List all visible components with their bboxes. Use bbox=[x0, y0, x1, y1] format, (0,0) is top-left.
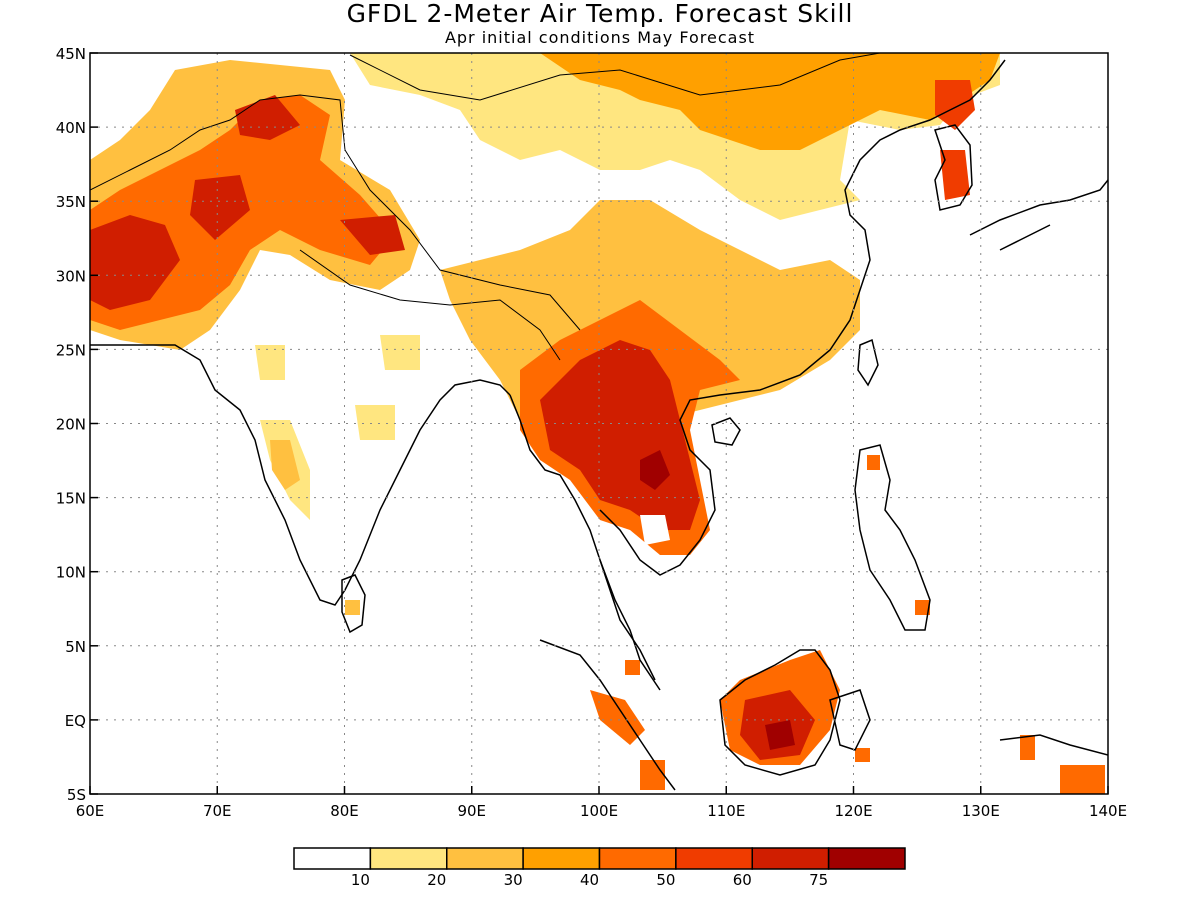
colorbar-label: 20 bbox=[427, 871, 446, 889]
coastline-korea bbox=[934, 124, 973, 211]
lon-tick-label: 140E bbox=[1089, 802, 1127, 820]
colorbar-swatch bbox=[522, 847, 601, 870]
latitude-axis: 45N 40N 35N 30N 25N 20N 15N 10N 5N EQ 5S bbox=[56, 45, 98, 804]
colorbar-label: 60 bbox=[733, 871, 752, 889]
colorbar-swatch bbox=[293, 847, 372, 870]
colorbar: 10 20 30 40 50 60 75 bbox=[293, 847, 906, 889]
colorbar-swatch bbox=[446, 847, 524, 870]
skill-region-north-china-mid bbox=[540, 53, 1000, 150]
skill-region-india bbox=[255, 335, 420, 520]
skill-region-east-islands bbox=[855, 455, 1105, 794]
coastline-borneo bbox=[719, 649, 841, 776]
skill-shading bbox=[90, 53, 1105, 794]
coastlines bbox=[90, 53, 1108, 791]
colorbar-label: 50 bbox=[656, 871, 675, 889]
colorbar-label: 10 bbox=[351, 871, 370, 889]
coastline-philippines bbox=[854, 444, 931, 631]
coastline-newguinea bbox=[999, 734, 1108, 756]
colorbar-label: 40 bbox=[580, 871, 599, 889]
lat-tick-label: 25N bbox=[56, 341, 86, 359]
colorbar-swatch bbox=[751, 847, 830, 870]
lon-tick-label: 80E bbox=[330, 802, 359, 820]
map-title: GFDL 2-Meter Air Temp. Forecast Skill bbox=[346, 0, 854, 28]
lat-tick-label: 35N bbox=[56, 193, 86, 211]
coastline-india bbox=[90, 344, 511, 606]
skill-region-indochina-gap bbox=[640, 515, 670, 545]
lon-tick-label: 130E bbox=[962, 802, 1000, 820]
lon-tick-label: 100E bbox=[580, 802, 618, 820]
lat-tick-label: 10N bbox=[56, 564, 86, 582]
graticule bbox=[90, 53, 1108, 794]
coastline-bay-bengal-east bbox=[509, 394, 656, 681]
colorbar-swatch bbox=[827, 847, 906, 870]
border-central-asia bbox=[90, 94, 581, 331]
coastline-sulawesi bbox=[829, 689, 871, 751]
coastline-hainan bbox=[711, 417, 741, 446]
lat-tick-label: 15N bbox=[56, 490, 86, 508]
skill-region-sumatra bbox=[590, 660, 665, 790]
lon-tick-label: 110E bbox=[707, 802, 745, 820]
map-subtitle: Apr initial conditions May Forecast bbox=[444, 28, 756, 47]
colorbar-swatch bbox=[369, 847, 448, 870]
skill-region-borneo-peak bbox=[765, 720, 795, 750]
skill-region-west-asia-core bbox=[90, 95, 405, 310]
lon-tick-label: 70E bbox=[203, 802, 232, 820]
border-mongolia bbox=[349, 53, 881, 101]
lon-tick-label: 60E bbox=[76, 802, 105, 820]
coastline-malay-sumatra bbox=[539, 559, 676, 791]
lat-tick-label: 20N bbox=[56, 416, 86, 434]
lat-tick-label: 30N bbox=[56, 267, 86, 285]
colorbar-label: 75 bbox=[809, 871, 828, 889]
lat-tick-label: 45N bbox=[56, 45, 86, 63]
border-tibet bbox=[299, 249, 561, 361]
colorbar-label: 30 bbox=[504, 871, 523, 889]
lat-tick-label: 5N bbox=[65, 638, 86, 656]
skill-region-korea bbox=[935, 80, 975, 200]
lat-tick-label: EQ bbox=[65, 712, 86, 730]
longitude-axis: 60E 70E 80E 90E 100E 110E 120E 130E 140E bbox=[76, 786, 1127, 820]
coastline-srilanka bbox=[341, 574, 366, 634]
lon-tick-label: 90E bbox=[457, 802, 486, 820]
coastline-indochina bbox=[599, 59, 1006, 576]
skill-region-india-inner bbox=[270, 440, 360, 615]
lat-tick-label: 5S bbox=[67, 786, 86, 804]
lat-tick-label: 40N bbox=[56, 119, 86, 137]
coastline-taiwan bbox=[857, 338, 879, 387]
coastline-japan bbox=[969, 179, 1108, 251]
colorbar-swatch bbox=[598, 847, 677, 870]
skill-region-indochina-peak bbox=[640, 450, 670, 490]
lon-tick-label: 120E bbox=[834, 802, 872, 820]
colorbar-swatch bbox=[675, 847, 753, 870]
